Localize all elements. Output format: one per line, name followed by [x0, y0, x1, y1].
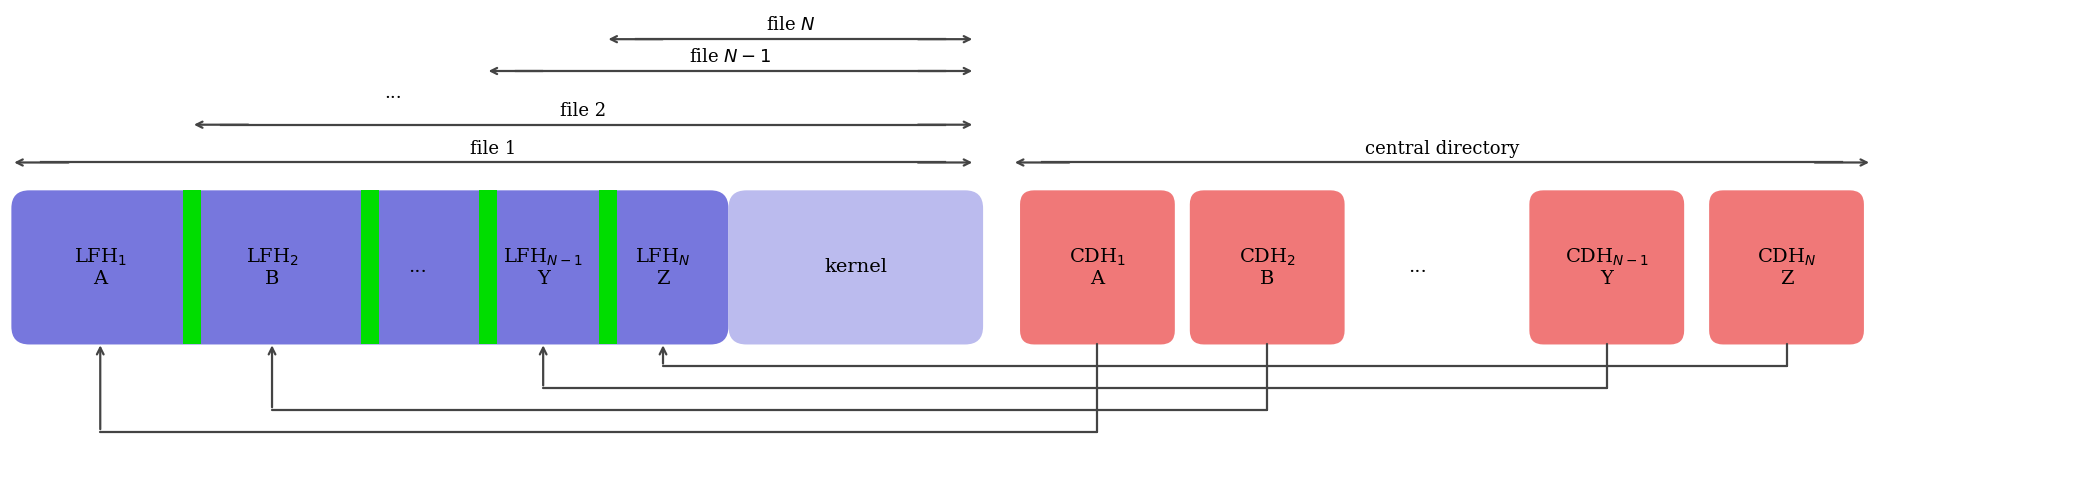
Text: LFH$_{N-1}$
Y: LFH$_{N-1}$ Y: [504, 246, 584, 288]
Text: LFH$_2$
B: LFH$_2$ B: [246, 246, 298, 288]
FancyBboxPatch shape: [1021, 190, 1174, 344]
Bar: [183, 190, 202, 344]
FancyBboxPatch shape: [729, 190, 983, 344]
Text: kernel: kernel: [825, 258, 888, 276]
FancyBboxPatch shape: [1709, 190, 1865, 344]
Text: CDH$_{N-1}$
Y: CDH$_{N-1}$ Y: [1564, 246, 1648, 288]
FancyBboxPatch shape: [10, 190, 729, 344]
Text: file $N$: file $N$: [766, 16, 815, 34]
Text: ...: ...: [384, 84, 401, 102]
Text: ...: ...: [1407, 258, 1426, 276]
Text: ...: ...: [410, 258, 426, 276]
Bar: [361, 190, 378, 344]
Text: LFH$_1$
A: LFH$_1$ A: [74, 246, 126, 288]
FancyBboxPatch shape: [1529, 190, 1684, 344]
Text: file 2: file 2: [561, 102, 607, 119]
Text: CDH$_2$
B: CDH$_2$ B: [1239, 246, 1296, 288]
FancyBboxPatch shape: [1191, 190, 1344, 344]
Text: central directory: central directory: [1365, 140, 1518, 158]
Bar: [598, 190, 617, 344]
Text: CDH$_1$
A: CDH$_1$ A: [1069, 246, 1126, 288]
Text: file 1: file 1: [470, 140, 517, 158]
Text: file $N-1$: file $N-1$: [689, 48, 771, 66]
Text: CDH$_N$
Z: CDH$_N$ Z: [1758, 246, 1816, 288]
Bar: [479, 190, 498, 344]
Text: LFH$_N$
Z: LFH$_N$ Z: [636, 246, 691, 288]
